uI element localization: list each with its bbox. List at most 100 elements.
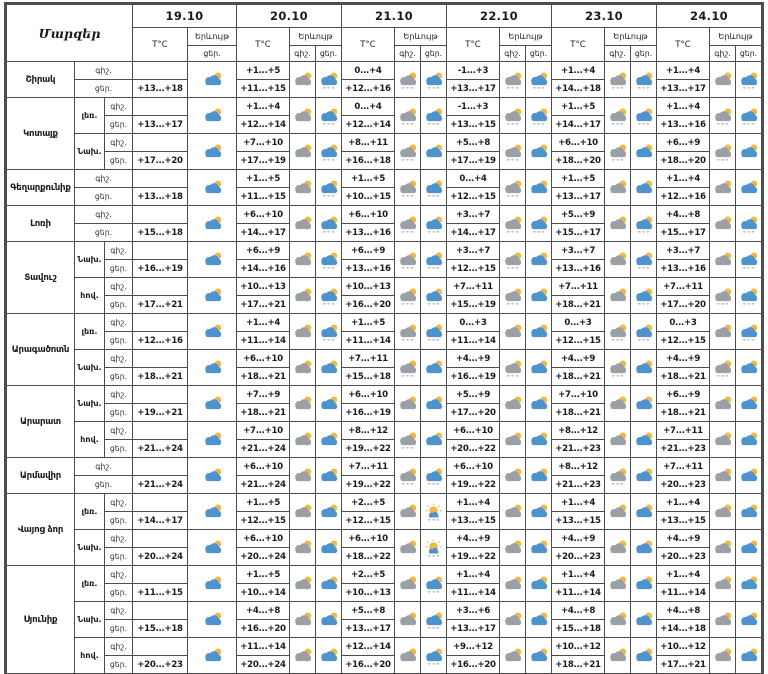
weather-icon-cell xyxy=(420,493,447,530)
weather-icon-cell xyxy=(394,133,421,170)
weather-icon-cell xyxy=(735,565,762,602)
sun-behind-gray-cloud-icon xyxy=(501,395,524,413)
table-row: Շիրակ գիշ. +1...+5 0...+4 -1...+3 +1...+4 +1..… xyxy=(6,61,762,98)
gray-cloud-drizzle-icon xyxy=(501,359,524,377)
weather-icon-cell xyxy=(394,61,421,98)
weather-icon-cell xyxy=(630,565,657,602)
sun-behind-gray-cloud-icon xyxy=(396,539,419,557)
weather-icon-cell xyxy=(525,529,552,566)
sun-cloud-drizzle-icon xyxy=(422,287,445,305)
sun-behind-cloud-icon xyxy=(317,611,340,629)
zone-label: Նախ. xyxy=(74,601,105,638)
sun-cloud-drizzle-icon xyxy=(737,71,760,89)
temp-day: +13...+16 xyxy=(656,259,710,278)
period-label-day: ցեր. xyxy=(104,511,133,530)
phenomenon-column-header: Երևույթ xyxy=(289,27,342,46)
sun-behind-gray-cloud-icon xyxy=(396,503,419,521)
sun-cloud-drizzle-icon xyxy=(422,215,445,233)
region-name: Արմավիր xyxy=(6,457,75,494)
temp-night: +4...+9 xyxy=(551,349,605,368)
sun-behind-cloud-icon xyxy=(737,503,760,521)
temp-night: +8...+12 xyxy=(551,457,605,476)
temp-column-header: T°C xyxy=(551,27,605,62)
phenomenon-column-header: Երևույթ xyxy=(499,27,552,46)
page: { "header": { "corner": "Մարզեր", "temp_… xyxy=(4,2,764,674)
weather-icon-cell xyxy=(394,637,421,674)
temp-day: +12...+16 xyxy=(656,187,710,206)
sun-behind-gray-cloud-icon xyxy=(291,539,314,557)
sun-behind-cloud-icon xyxy=(201,323,224,341)
gray-cloud-drizzle-icon xyxy=(501,179,524,197)
temp-night: +4...+9 xyxy=(656,529,710,548)
sun-behind-cloud-icon xyxy=(737,431,760,449)
temp-night xyxy=(132,133,188,152)
temp-day: +21...+23 xyxy=(656,439,710,458)
weather-icon-cell xyxy=(604,169,631,206)
weather-icon-cell xyxy=(187,133,237,170)
sun-behind-cloud-icon xyxy=(201,575,224,593)
temp-day: +13...+17 xyxy=(656,79,710,98)
temp-night: +6...+10 xyxy=(236,205,290,224)
date-header: 24.10 xyxy=(656,4,762,28)
temp-night: +8...+12 xyxy=(341,421,395,440)
weather-icon-cell xyxy=(525,349,552,386)
temp-day: +16...+19 xyxy=(446,367,500,386)
temp-day: +11...+14 xyxy=(341,331,395,350)
period-label-day: ցեր. xyxy=(104,655,133,674)
sun-cloud-drizzle-icon xyxy=(317,107,340,125)
sun-behind-cloud-icon xyxy=(527,431,550,449)
weather-icon-cell xyxy=(315,601,342,638)
temp-night: +1...+5 xyxy=(341,169,395,188)
sun-behind-gray-cloud-icon xyxy=(291,431,314,449)
weather-icon-cell xyxy=(420,385,447,422)
gray-cloud-drizzle-icon xyxy=(396,431,419,449)
sun-cloud-drizzle-icon xyxy=(632,71,655,89)
sun-behind-gray-cloud-icon xyxy=(396,611,419,629)
weather-icon-cell xyxy=(315,421,342,458)
sun-behind-cloud-icon xyxy=(201,539,224,557)
weather-icon-cell xyxy=(394,529,421,566)
weather-icon-cell xyxy=(709,457,736,494)
weather-icon-cell xyxy=(630,421,657,458)
sun-behind-cloud-icon xyxy=(527,251,550,269)
sun-behind-cloud-icon xyxy=(527,179,550,197)
weather-icon-cell xyxy=(187,421,237,458)
temp-night: +6...+10 xyxy=(341,529,395,548)
temp-day: +19...+22 xyxy=(341,439,395,458)
weather-icon-cell xyxy=(735,385,762,422)
temp-day: +14...+17 xyxy=(551,115,605,134)
temp-day: +13...+17 xyxy=(551,187,605,206)
temp-night: +6...+10 xyxy=(341,205,395,224)
weather-icon-cell xyxy=(315,277,342,314)
temp-night: +4...+9 xyxy=(656,349,710,368)
table-row: Արագածոտն լեռ. գիշ. +1...+4 +1...+5 0...+3 0..… xyxy=(6,313,762,386)
table-row: ցեր. +17...+21 +17...+21 +16...+20 +15...+19… xyxy=(7,295,762,314)
sun-behind-gray-cloud-icon xyxy=(501,431,524,449)
temp-day: +13...+17 xyxy=(446,79,500,98)
temp-day: +18...+20 xyxy=(656,151,710,170)
weather-icon-cell xyxy=(187,565,237,602)
sun-behind-gray-cloud-icon xyxy=(711,647,734,665)
temp-night: +8...+12 xyxy=(551,421,605,440)
sun-cloud-drizzle-icon xyxy=(317,287,340,305)
table-row: Վայոց ձոր լեռ. գիշ. +1...+5 +2...+5 +1...+4 +1… xyxy=(6,493,762,566)
temp-night: +1...+5 xyxy=(236,61,290,80)
sun-cloud-drizzle-icon xyxy=(317,71,340,89)
weather-icon-cell xyxy=(735,493,762,530)
temp-night: +1...+4 xyxy=(656,169,710,188)
table-row: ցեր. +11...+15 +10...+14 +10...+13 +11...+14… xyxy=(7,583,762,602)
zone-label: լեռ. xyxy=(74,313,105,350)
sun-behind-cloud-icon xyxy=(201,251,224,269)
period-label-night: գիշ. xyxy=(104,601,133,620)
gray-cloud-drizzle-icon xyxy=(396,359,419,377)
temp-day: +17...+21 xyxy=(656,655,710,674)
weather-icon-cell xyxy=(499,493,526,530)
temp-day: +14...+17 xyxy=(236,223,290,242)
temp-day: +15...+18 xyxy=(132,619,188,638)
temp-night: +2...+5 xyxy=(341,493,395,512)
weather-icon-cell xyxy=(525,205,552,242)
gray-cloud-drizzle-icon xyxy=(711,287,734,305)
temp-day: +11...+14 xyxy=(551,583,605,602)
period-label-day: ցեր. xyxy=(104,151,133,170)
weather-icon-cell xyxy=(499,133,526,170)
